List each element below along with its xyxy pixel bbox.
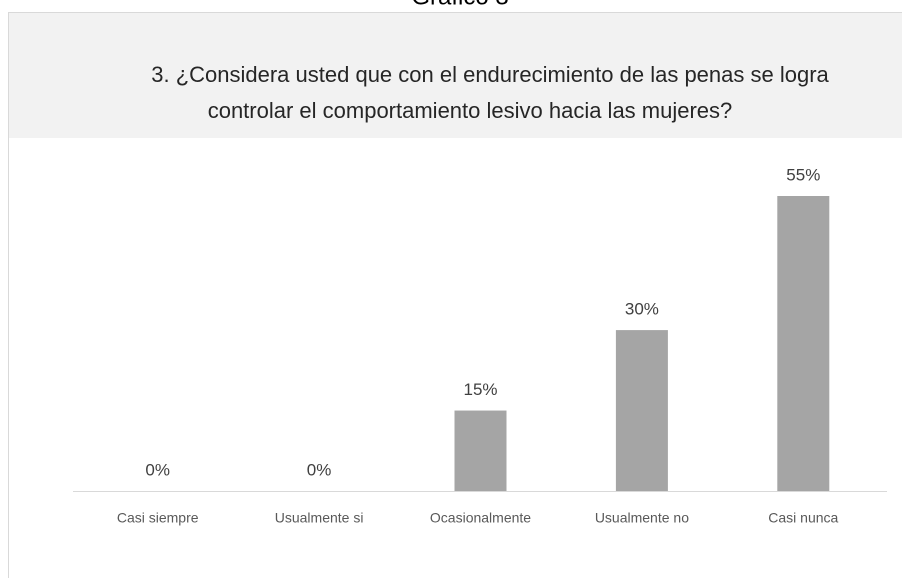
header-band — [8, 12, 902, 138]
chart-subtitle: 3. ¿Considera usted que con el endurecim… — [151, 62, 829, 87]
x-tick-label: Usualmente no — [595, 510, 689, 526]
bar — [615, 330, 668, 491]
x-tick-label: Casi siempre — [117, 510, 199, 526]
bar — [454, 410, 507, 491]
chart-subtitle: controlar el comportamiento lesivo hacia… — [208, 98, 733, 123]
value-label: 0% — [307, 460, 332, 479]
bar — [777, 196, 830, 491]
x-tick-label: Usualmente si — [275, 510, 364, 526]
x-tick-label: Casi nunca — [768, 510, 838, 526]
value-label: 30% — [625, 300, 659, 319]
value-label: 0% — [145, 460, 170, 479]
x-tick-label: Ocasionalmente — [430, 510, 531, 526]
value-label: 15% — [463, 380, 497, 399]
chart-title: Gráfico 3 — [411, 0, 508, 10]
value-label: 55% — [786, 165, 820, 184]
